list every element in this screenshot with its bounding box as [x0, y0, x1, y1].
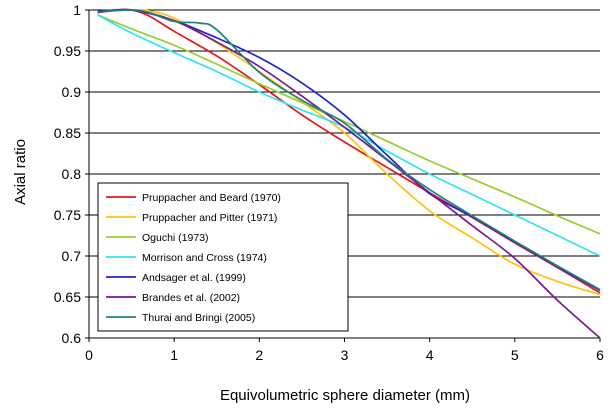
- x-tick-label: 2: [255, 347, 263, 363]
- legend-entry: Pruppacher and Beard (1970): [142, 192, 281, 204]
- x-tick-label: 5: [511, 347, 519, 363]
- x-tick-label: 3: [341, 347, 349, 363]
- legend: Pruppacher and Beard (1970) Pruppacher an…: [97, 182, 349, 332]
- axes: [85, 9, 601, 342]
- series-line-oguchi-1973: [97, 14, 601, 235]
- series-lines: [97, 8, 601, 339]
- y-tick-label: 0.85: [54, 125, 81, 141]
- legend-entry: Thurai and Bringi (2005): [142, 312, 255, 324]
- y-tick-label: 0.95: [54, 43, 81, 59]
- legend-entry: Oguchi (1973): [142, 232, 209, 244]
- x-tick-label: 4: [426, 347, 434, 363]
- y-tick-label: 0.6: [62, 330, 82, 346]
- legend-entry: Pruppacher and Pitter (1971): [142, 212, 277, 224]
- y-tick-label: 0.8: [62, 166, 82, 182]
- legend-entry: Morrison and Cross (1974): [142, 252, 267, 264]
- legend-box: [97, 182, 349, 332]
- y-tick-label: 0.65: [54, 289, 81, 305]
- series-line-thurai-and-bringi-2005: [97, 9, 601, 291]
- x-tick-label: 6: [596, 347, 604, 363]
- x-tick-label: 1: [170, 347, 178, 363]
- tick-labels: 0.6 0.65 0.7 0.75 0.8 0.85 0.9 0.95 1 0 1 2 3 4 5 6: [54, 2, 604, 363]
- y-tick-label: 1: [73, 2, 81, 18]
- y-tick-label: 0.75: [54, 207, 81, 223]
- y-tick-label: 0.7: [62, 248, 82, 264]
- x-axis-label: Equivolumetric sphere diameter (mm): [220, 387, 470, 404]
- legend-entry: Andsager et al. (1999): [142, 272, 246, 284]
- y-axis-label: Axial ratio: [12, 139, 29, 205]
- y-tick-label: 0.9: [62, 84, 82, 100]
- x-tick-label: 0: [85, 347, 93, 363]
- legend-entry: Brandes et al. (2002): [142, 292, 240, 304]
